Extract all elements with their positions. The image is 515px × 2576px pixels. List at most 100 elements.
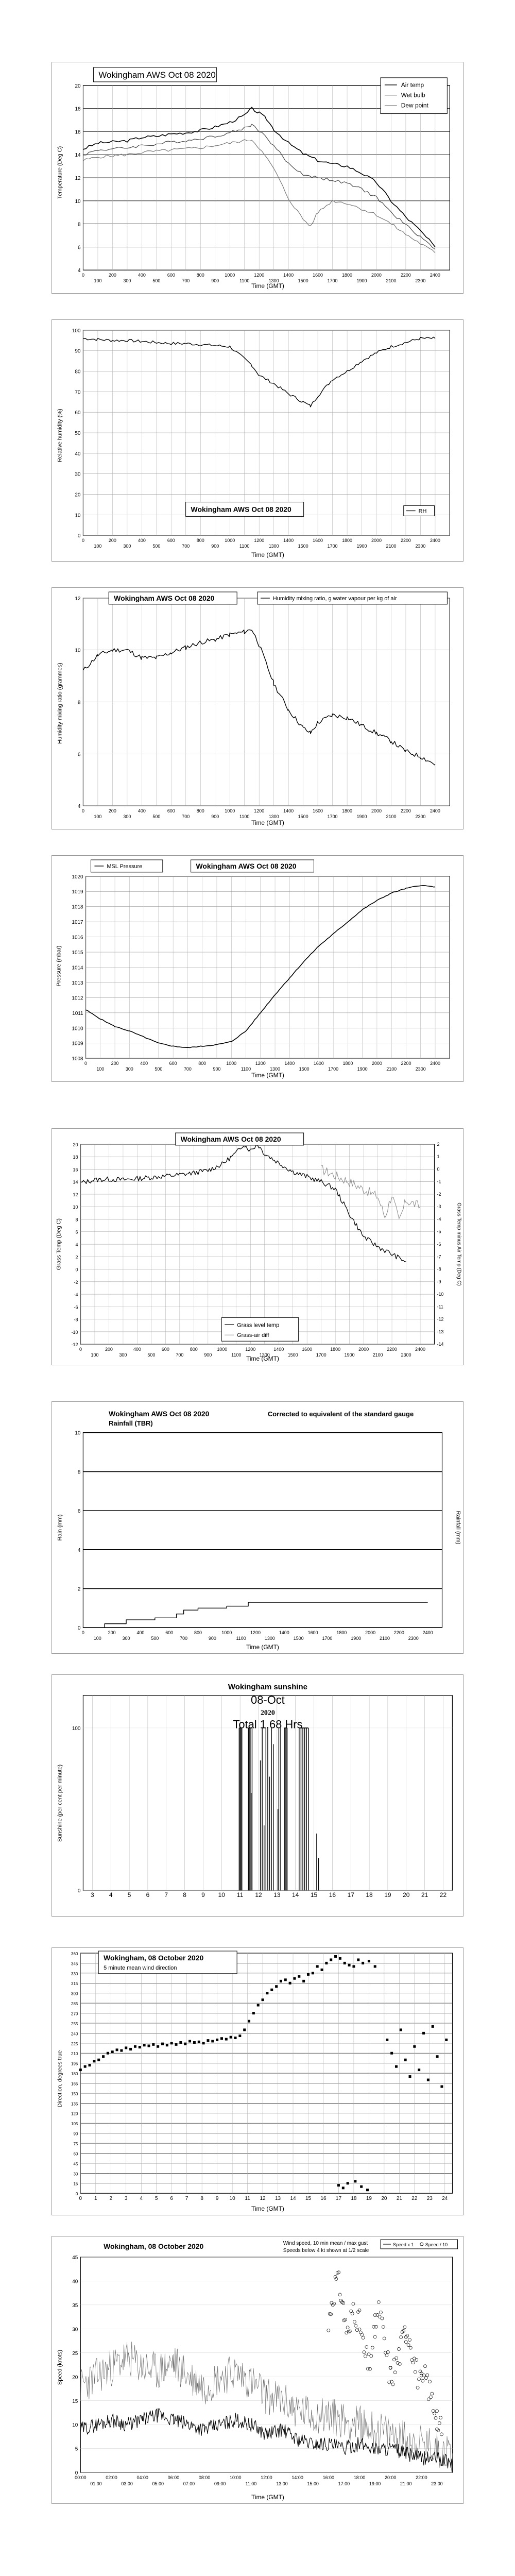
y2-tick-label: -5 bbox=[437, 1229, 441, 1234]
x-tick-label: 600 bbox=[169, 1061, 177, 1066]
x-tick-label: 2300 bbox=[415, 814, 425, 819]
y-tick-label: 8 bbox=[76, 1217, 78, 1222]
x-tick-label: 2000 bbox=[365, 1630, 375, 1635]
y-tick-label: 20 bbox=[73, 1142, 78, 1147]
x-tick-label: 1500 bbox=[294, 1636, 304, 1641]
x-tick-label: 2000 bbox=[358, 1347, 369, 1352]
x-tick-label: 1900 bbox=[357, 278, 367, 283]
x-tick-label: 1600 bbox=[313, 808, 323, 814]
y-tick-label: 50 bbox=[75, 431, 81, 436]
y2-tick-label: -4 bbox=[437, 1216, 441, 1222]
y-tick-label: -6 bbox=[74, 1304, 78, 1310]
mixing-ratio-ylabel: Humidity mixing ratio (grammes) bbox=[57, 663, 63, 743]
x-tick-label: 700 bbox=[180, 1636, 187, 1641]
x-tick-label: 1600 bbox=[314, 1061, 324, 1066]
x-tick-label: 18 bbox=[351, 2196, 357, 2201]
y-tick-label: 345 bbox=[71, 1961, 78, 1966]
mixing-ratio-chart: 4 6 8 10 12 0 100 200 300 400 500 600 700 800 900 1000 1… bbox=[57, 591, 451, 826]
grass-chart-panel: -12 -10 -8 -6 -4 -2 0 2 4 6 8 10 12 14 16 18 20 0 100 200 30… bbox=[52, 1128, 464, 1365]
x-tick-label-top: 06:00 bbox=[168, 2475, 179, 2480]
x-tick-label: 1400 bbox=[283, 273, 294, 278]
x-tick-label: 2400 bbox=[430, 538, 440, 543]
speed-div10-point bbox=[379, 2310, 383, 2314]
x-tick-label: 100 bbox=[94, 1636, 101, 1641]
speed-div10-point bbox=[361, 2336, 365, 2340]
y-tick-label: 35 bbox=[72, 2303, 78, 2309]
speed-div10-point bbox=[402, 2329, 405, 2333]
temperature-chart: 4681012141618200100200300400500600700800… bbox=[57, 67, 450, 290]
speed-div10-point bbox=[418, 2369, 422, 2374]
y-tick-label: 60 bbox=[73, 2151, 78, 2156]
y2-tick-label: 2 bbox=[437, 1142, 439, 1147]
wind-direction-ylabel: Direction, degrees true bbox=[57, 2050, 63, 2108]
x-tick-label: 1000 bbox=[225, 808, 235, 814]
y-tick-label: 1017 bbox=[72, 920, 83, 925]
temperature-grid bbox=[82, 85, 450, 270]
x-tick-label: 300 bbox=[123, 544, 131, 549]
wind-direction-point bbox=[252, 2012, 255, 2015]
x-tick-label: 1800 bbox=[336, 1630, 347, 1635]
x-tick-label: 2300 bbox=[401, 1352, 411, 1358]
y-tick-label: 16 bbox=[73, 1167, 78, 1172]
pressure-xlabel: Time (GMT) bbox=[251, 1072, 284, 1079]
speed-div10-point bbox=[388, 2366, 392, 2370]
mixing-ratio-title: Wokingham AWS Oct 08 2020 bbox=[114, 594, 214, 602]
x-tick-label: 1300 bbox=[270, 1066, 280, 1072]
x-tick-label: 1200 bbox=[255, 1061, 266, 1066]
x-tick-label: 1200 bbox=[254, 808, 264, 814]
x-tick-label-top: 22:00 bbox=[416, 2475, 427, 2480]
wind-direction-point bbox=[175, 2043, 178, 2046]
x-tick-label: 500 bbox=[152, 544, 160, 549]
x-tick-label: 2200 bbox=[401, 1061, 411, 1066]
x-tick-label: 7 bbox=[164, 1891, 168, 1899]
y2-tick-label: -13 bbox=[437, 1329, 443, 1334]
x-tick-label: 17 bbox=[348, 1891, 355, 1899]
speed-div10-point bbox=[362, 2350, 366, 2354]
series-rh bbox=[83, 336, 436, 408]
series-air-temp bbox=[83, 107, 436, 247]
speed-div10-point bbox=[373, 2313, 377, 2317]
rainfall-note: Corrected to equivalent of the standard … bbox=[268, 1410, 414, 1418]
x-tick-label: 900 bbox=[209, 1636, 216, 1641]
x-tick-label: 400 bbox=[140, 1061, 148, 1066]
x-tick-label: 22 bbox=[440, 1891, 447, 1899]
y-tick-label: 60 bbox=[75, 410, 81, 416]
grass-chart: -12-10-8-6-4-202468101214161820010020030… bbox=[56, 1132, 461, 1362]
y-tick-label: 240 bbox=[71, 2031, 78, 2036]
x-tick-label: 14 bbox=[292, 1891, 299, 1899]
wind-direction-point bbox=[422, 2031, 425, 2035]
legend-grass-diff: Grass-air diff bbox=[237, 1332, 269, 1338]
x-tick-label: 1600 bbox=[308, 1630, 318, 1635]
x-tick-label: 13 bbox=[275, 2196, 281, 2201]
humidity-grid bbox=[82, 330, 451, 536]
x-tick-label: 11 bbox=[237, 1891, 244, 1899]
x-tick-label: 2000 bbox=[372, 1061, 382, 1066]
y-tick-label: 1011 bbox=[72, 1011, 83, 1016]
x-tick-label-bottom: 23:00 bbox=[431, 2481, 442, 2486]
speed-div10-point bbox=[423, 2364, 427, 2368]
x-tick-label: 2200 bbox=[401, 538, 411, 543]
wind-direction-point bbox=[426, 2078, 430, 2081]
legend-speed-x1: Speed x 1 bbox=[393, 2242, 414, 2247]
wind-direction-point bbox=[79, 2069, 82, 2072]
speed-div10-point bbox=[408, 2346, 413, 2350]
humidity-series bbox=[83, 336, 436, 408]
speed-div10-point bbox=[382, 2336, 386, 2341]
humidity-xlabel: Time (GMT) bbox=[251, 551, 284, 558]
series-hmr bbox=[82, 629, 436, 766]
sunshine-total: Total 1.68 Hrs bbox=[233, 1718, 302, 1731]
x-tick-label: 700 bbox=[182, 544, 190, 549]
series-grass-air-diff bbox=[321, 1165, 421, 1219]
series-dew-point bbox=[83, 139, 436, 253]
x-tick-label-bottom: 07:00 bbox=[183, 2481, 195, 2486]
wind-direction-point bbox=[445, 2038, 448, 2041]
x-tick-label: 100 bbox=[94, 278, 102, 283]
wind-direction-point bbox=[248, 2020, 251, 2023]
speed-div10-point bbox=[439, 2416, 443, 2420]
speed-div10-point bbox=[347, 2330, 351, 2333]
x-tick-label: 19 bbox=[366, 2196, 372, 2201]
x-tick-label: 900 bbox=[211, 278, 219, 283]
sunshine-chart: 0 100 3 4 5 6 7 8 9 10 11 12 13 14 15 16 17 18 19 20 21 22 Wo… bbox=[57, 1683, 453, 1899]
x-tick-label: 400 bbox=[138, 808, 146, 814]
y-tick-label: 16 bbox=[75, 129, 81, 135]
